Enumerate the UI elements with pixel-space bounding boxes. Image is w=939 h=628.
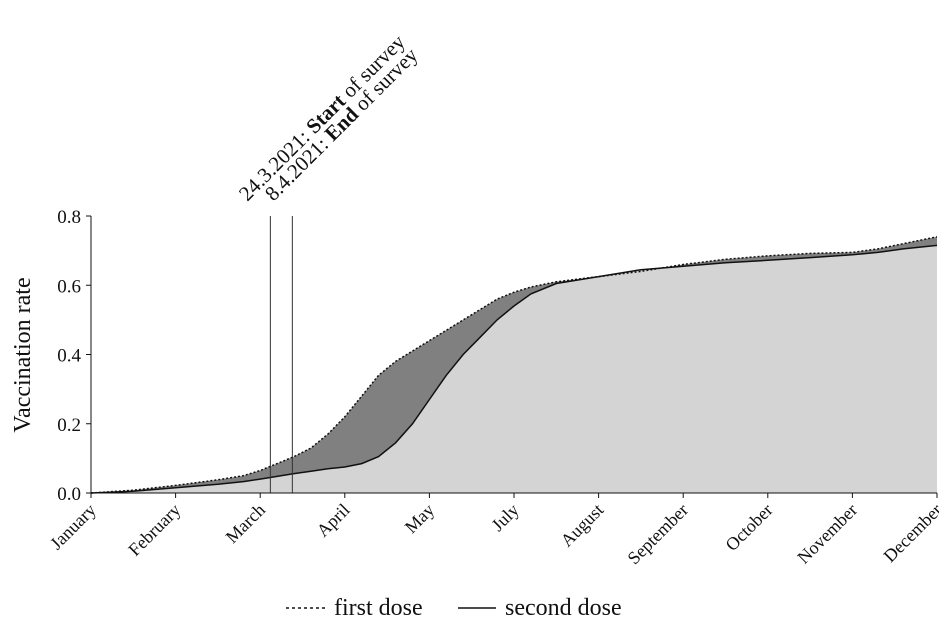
area-layer xyxy=(91,236,937,494)
x-tick-label-3: April xyxy=(313,500,354,541)
x-tick-label-8: October xyxy=(721,500,776,555)
y-tick-label-2: 0.4 xyxy=(57,346,81,367)
line-layer xyxy=(90,236,938,494)
x-tick-label-4: May xyxy=(401,500,438,537)
x-tick-label-6: August xyxy=(557,500,608,551)
x-tick-label-5: July xyxy=(487,500,522,535)
y-tick-label-4: 0.8 xyxy=(57,207,81,228)
x-tick-label-1: February xyxy=(124,500,184,560)
y-tick-label-3: 0.6 xyxy=(57,276,81,297)
x-tick-label-9: November xyxy=(793,500,861,568)
survey-label-1: 8.4.2021: End of survey xyxy=(260,43,423,206)
y-axis-label: Vaccination rate xyxy=(10,277,36,432)
y-tick-label-0: 0.0 xyxy=(57,484,81,505)
legend-second-dose-label: second dose xyxy=(505,595,622,621)
series-line-second-dose xyxy=(90,244,938,494)
x-tick-label-2: March xyxy=(222,500,269,547)
x-tick-label-0: January xyxy=(46,500,100,554)
x-tick-label-7: September xyxy=(623,500,692,569)
area-second-dose xyxy=(91,245,937,493)
series-line-first-dose xyxy=(90,236,938,494)
survey-label-0: 24.3.2021: Start of survey xyxy=(234,29,410,205)
legend: first dose second dose xyxy=(286,595,622,621)
y-tick-label-1: 0.2 xyxy=(57,415,81,436)
x-tick-label-10: December xyxy=(879,500,939,566)
legend-first-dose-label: first dose xyxy=(334,595,423,621)
